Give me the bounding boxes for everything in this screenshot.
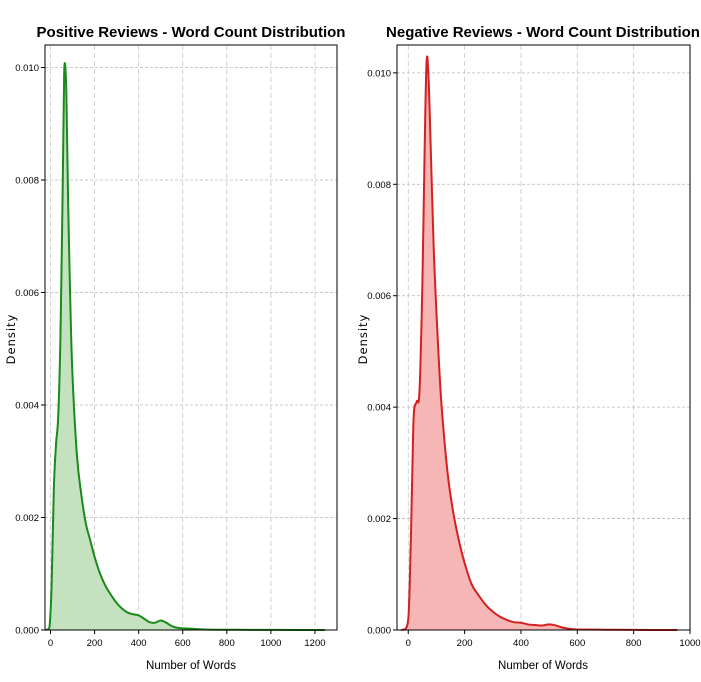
negative-y-ticks: 0.000 0.002 0.004 0.006 0.008 0.010: [367, 68, 397, 637]
positive-y-axis-label: Density: [4, 314, 18, 365]
positive-density-line: [45, 62, 325, 631]
positive-grid: [45, 45, 337, 631]
positive-x-tick-label-0: 0: [48, 638, 53, 649]
negative-area-group: [400, 55, 678, 631]
positive-chart-panel: Positive Reviews - Word Count Distributi…: [4, 24, 345, 672]
negative-x-tick-label-5: 1000: [679, 638, 700, 649]
negative-x-tick-label-4: 800: [626, 638, 642, 649]
negative-x-tick-label-0: 0: [406, 638, 411, 649]
negative-grid: [397, 45, 691, 631]
positive-y-tick-label-2: 0.004: [15, 401, 39, 412]
negative-x-axis-label: Number of Words: [498, 660, 588, 672]
positive-y-tick-label-5: 0.010: [15, 63, 39, 74]
negative-chart-title: Negative Reviews - Word Count Distributi…: [386, 24, 700, 41]
positive-chart-title: Positive Reviews - Word Count Distributi…: [37, 24, 346, 41]
negative-y-tick-label-3: 0.006: [367, 291, 391, 302]
negative-plot-frame: [396, 44, 691, 631]
positive-x-tick-label-4: 800: [219, 638, 235, 649]
positive-x-tick-label-1: 200: [87, 638, 103, 649]
positive-x-axis-label: Number of Words: [146, 660, 236, 672]
positive-y-tick-label-1: 0.002: [15, 513, 39, 524]
negative-x-tick-label-3: 600: [569, 638, 585, 649]
negative-y-tick-label-4: 0.008: [367, 180, 391, 191]
negative-x-tick-label-1: 200: [457, 638, 473, 649]
positive-y-tick-label-4: 0.008: [15, 176, 39, 187]
positive-x-tick-label-6: 1200: [304, 638, 325, 649]
negative-y-tick-label-0: 0.000: [367, 626, 391, 637]
negative-y-tick-label-1: 0.002: [367, 514, 391, 525]
negative-chart-panel: Negative Reviews - Word Count Distributi…: [356, 24, 701, 672]
negative-y-axis-label: Density: [356, 314, 370, 365]
negative-y-tick-label-2: 0.004: [367, 403, 391, 414]
positive-plot-frame: [44, 44, 338, 631]
positive-area-group: [45, 62, 325, 631]
positive-y-tick-label-3: 0.006: [15, 288, 39, 299]
negative-y-tick-label-5: 0.010: [367, 68, 391, 79]
positive-y-tick-label-0: 0.000: [15, 626, 39, 637]
negative-x-ticks: 0 200 400 600 800 1000: [406, 630, 701, 649]
positive-x-tick-label-5: 1000: [260, 638, 281, 649]
negative-x-tick-label-2: 400: [513, 638, 529, 649]
negative-density-fill: [401, 56, 678, 630]
positive-x-tick-label-3: 600: [175, 638, 191, 649]
negative-density-line: [400, 55, 678, 631]
positive-x-tick-label-2: 400: [131, 638, 147, 649]
positive-density-fill: [46, 63, 325, 631]
positive-y-ticks: 0.000 0.002 0.004 0.006 0.008 0.010: [15, 63, 45, 637]
positive-x-ticks: 0 200 400 600 800 1000 1200: [48, 630, 326, 649]
